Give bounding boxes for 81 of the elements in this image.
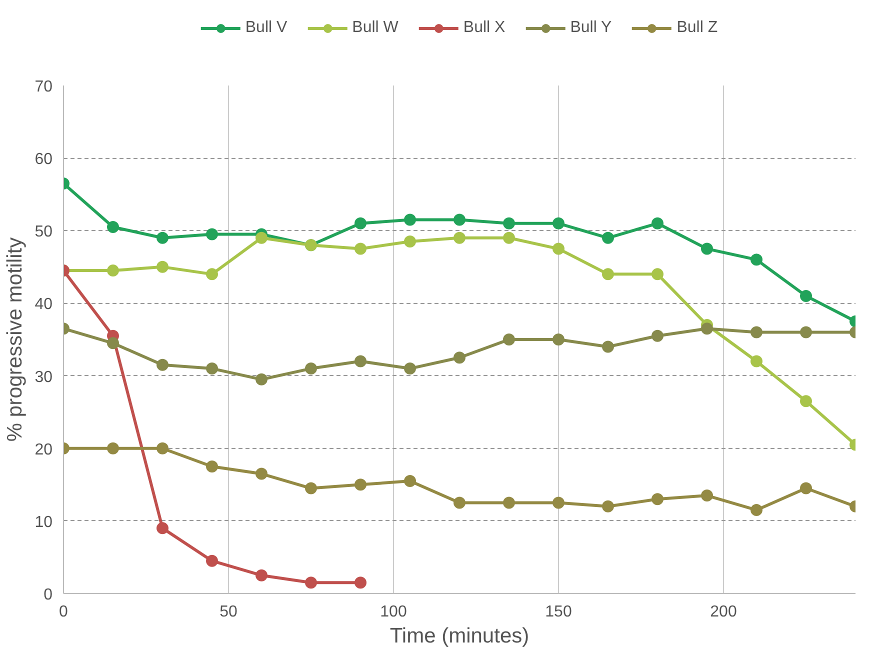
point [156,260,168,273]
point [156,442,168,454]
point [800,326,812,338]
y-tick-label: 60 [34,151,53,168]
point [206,268,218,280]
point [503,217,515,230]
legend-label: Bull V [245,18,288,36]
point [552,242,564,255]
point [454,232,466,244]
point [454,352,466,364]
x-tick-label: 100 [380,604,407,620]
point [206,460,218,472]
point [354,242,366,255]
x-tick-label: 200 [710,604,737,620]
point [750,326,762,338]
y-tick-label: 50 [34,224,53,241]
point [305,482,317,494]
point [701,490,713,502]
point [256,569,268,582]
point [256,232,268,244]
point [750,355,762,368]
legend-label: Bull X [463,18,506,36]
point [107,264,119,277]
legend-label: Bull W [352,18,398,36]
y-tick-label: 0 [44,586,53,604]
point [354,217,366,230]
x-tick-label: 0 [59,604,68,620]
point [305,576,317,589]
point [404,362,416,375]
point [800,395,812,408]
point [800,482,812,494]
y-axis-title: % progressive motility [4,236,27,442]
point [652,330,664,342]
x-tick-label: 50 [220,604,238,620]
point [404,214,416,226]
y-tick-label: 10 [34,514,53,531]
point [602,500,614,512]
point [206,554,218,567]
point [354,355,366,368]
y-tick-label: 70 [34,78,53,96]
point [454,214,466,226]
point [156,358,168,371]
legend-label: Bull Y [570,18,612,36]
point [652,493,664,506]
point [750,254,762,266]
point [503,232,515,244]
y-tick-label: 40 [34,296,53,314]
point [107,221,119,234]
legend-label: Bull Z [676,18,718,36]
point [107,337,119,350]
point [750,504,762,516]
point [256,373,268,386]
point [354,576,366,589]
point [602,268,614,280]
point [503,334,515,346]
point [206,228,218,240]
x-axis-title: Time (minutes) [390,624,530,648]
point [552,334,564,346]
point [503,496,515,509]
point [107,442,119,454]
point [602,340,614,353]
y-tick-label: 30 [34,368,53,386]
point [354,478,366,491]
point [454,496,466,509]
point [652,268,664,280]
y-tick-label: 20 [34,441,53,458]
point [404,475,416,488]
point [701,322,713,335]
x-tick-label: 150 [545,604,572,620]
point [305,362,317,375]
point [156,522,168,534]
point [652,217,664,230]
point [602,232,614,244]
point [800,290,812,302]
point [404,236,416,248]
point [701,242,713,255]
point [156,232,168,244]
point [552,496,564,509]
point [552,217,564,230]
point [256,468,268,480]
point [206,362,218,375]
